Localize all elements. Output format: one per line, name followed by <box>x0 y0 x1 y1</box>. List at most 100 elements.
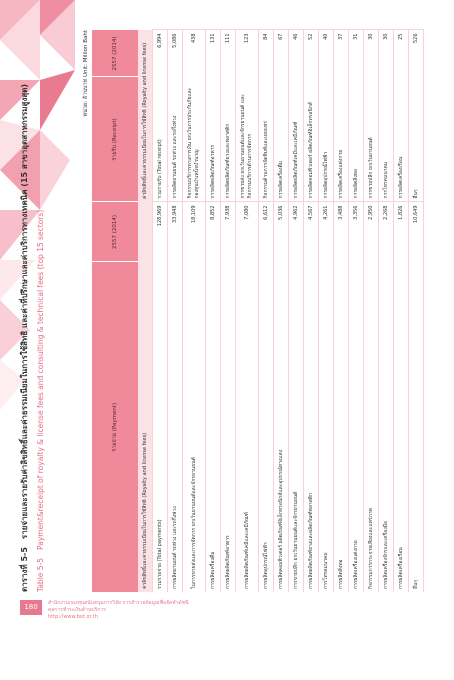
value-cell: 25 <box>393 30 409 77</box>
label-cell: รวมรายรับ (Total receipt) <box>152 77 168 202</box>
value-cell: 6,612 <box>258 202 274 262</box>
table-row: การผลิตเครื่องจักรและเครื่องมือ 2,268 การโ… <box>378 30 394 592</box>
label-cell: การผลิตเครื่องจักรและเครื่องมือ <box>378 262 394 592</box>
value-cell: 4,261 <box>318 202 334 262</box>
table-row: ในการขายส่งและการจัดการ ยกเว้นยานยนต์และ… <box>182 30 206 592</box>
value-cell: 2,268 <box>378 202 394 262</box>
section-label: ค่าลิขสิทธิ์และค่าธรรมเนียมในการใช้สิทธิ… <box>138 202 153 592</box>
value-cell: 6,994 <box>152 30 168 77</box>
table-row: การผลิตผลิตภัณฑ์เคมีและเคมีภัณฑ์ 7,080 การ… <box>235 30 259 592</box>
table-row: การขายปลีก ยกเว้นยานยนต์และจักรยานยนต์ 4,… <box>288 30 304 592</box>
value-cell: 37 <box>333 30 349 77</box>
label-cell: การผลิตยานยนต์ รถพ่วง และรถกึ่งพ่วง <box>167 77 183 202</box>
table-row: การผลิตเครื่องแต่งกาย 3,356 การผลิตสิ่งทอ 3… <box>348 30 364 592</box>
label-cell: กิจกรรมการกระจายเสียงและแพร่ภาพ <box>363 262 379 592</box>
value-cell: 33,948 <box>167 202 183 262</box>
label-cell: การขายปลีก ยกเว้นยานยนต์ <box>363 77 379 202</box>
table-row: การผลิตผลิตภัณฑ์อาหาร 7,938 การผลิตผลิตภัณ… <box>220 30 236 592</box>
column-header: 2557 (2014) <box>92 30 138 77</box>
label-cell: อื่นๆ <box>408 262 424 592</box>
column-header: รายรับ (Receipt) <box>92 77 138 202</box>
value-cell: 7,938 <box>220 202 236 262</box>
table-row: การผลิตเครื่องดื่ม 8,852 การผลิตผลิตภัณฑ์อ… <box>205 30 221 592</box>
label-cell: การผลิตคอมพิวเตอร์ ผลิตภัณฑ์อิเล็กทรอนิก… <box>303 77 319 202</box>
label-cell: อื่นๆ <box>408 77 424 202</box>
table-row: การผลิตผลิตภัณฑ์ยางและผลิตภัณฑ์พลาสติก 4,… <box>303 30 319 592</box>
label-cell: การผลิตเครื่องดื่ม <box>205 262 221 592</box>
table-body: ค่าลิขสิทธิ์และค่าธรรมเนียมในการใช้สิทธิ… <box>138 30 424 592</box>
header-row: รายจ่าย (Payment) 2557 (2014) รายรับ (Rece… <box>92 30 138 592</box>
data-table: รายจ่าย (Payment) 2557 (2014) รายรับ (Rece… <box>92 30 424 592</box>
label-cell: รวมรายจ่าย (Total payments) <box>152 262 168 592</box>
footer-line: ดุลการชำระเงินด้านบริการ <box>48 607 106 613</box>
column-header: 2557 (2014) <box>92 202 138 262</box>
table-number: ตารางที่ 5-5 <box>20 547 29 592</box>
unit: หน่วย: ล้านบาท Unit: Million Baht <box>83 30 89 117</box>
label-cell: การผลิตเครื่องดื่ม <box>273 77 289 202</box>
value-cell: 526 <box>408 30 424 77</box>
rotated-table-page: ตารางที่ 5-5 รายจ่ายและรายรับค่าลิขสิทธิ์… <box>14 30 446 592</box>
value-cell: 30 <box>378 30 394 77</box>
label-cell: การผลิตอุปกรณ์ไฟฟ้า <box>318 77 334 202</box>
value-cell: 67 <box>273 30 289 77</box>
value-cell: 1,826 <box>393 202 409 262</box>
footer: สำนักงานกองทุนสนับสนุนการวิจัย การสำรวจข… <box>48 600 188 621</box>
value-cell: 128,969 <box>152 202 168 262</box>
table-title-en: Table 5-5 Payment&receipt of royalty & li… <box>36 210 45 592</box>
label-cell: การขายส่ง ยกเว้นยานยนต์และจักรยานยนต์ แล… <box>235 77 259 202</box>
value-cell: 52 <box>303 30 319 77</box>
value-cell: 18,109 <box>182 202 206 262</box>
label-cell: การผลิตเครื่องแต่งกาย <box>348 262 364 592</box>
table-row: รวมรายจ่าย (Total payments) 128,969 รวมราย… <box>152 30 168 592</box>
decoration <box>0 0 75 410</box>
table-row: การโทรคมนาคม 4,261 การผลิตอุปกรณ์ไฟฟ้า 40 <box>318 30 334 592</box>
label-cell: การโทรคมนาคม <box>378 77 394 202</box>
value-cell: 123 <box>235 30 259 77</box>
label-cell: การขายปลีก ยกเว้นยานยนต์และจักรยานยนต์ <box>288 262 304 592</box>
value-cell: 4,962 <box>288 202 304 262</box>
value-cell: 46 <box>288 30 304 77</box>
label-cell: การผลิตผลิตภัณฑ์ยางและพลาสติก <box>220 77 236 202</box>
label-cell: กิจกรรมบริการทางการเงิน ยกเว้นการประกันภ… <box>182 77 206 202</box>
value-cell: 7,080 <box>235 202 259 262</box>
table-row: กิจกรรมการกระจายเสียงและแพร่ภาพ 2,950 การข… <box>363 30 379 592</box>
label-cell: การผลิตผลิตภัณฑ์เคมีและเคมีภัณฑ์ <box>288 77 304 202</box>
value-cell: 31 <box>348 30 364 77</box>
label-cell: การผลิตผลิตภัณฑ์อาหาร <box>220 262 236 592</box>
page-number: 180 <box>20 600 42 615</box>
label-cell: การผลิตสิ่งทอ <box>348 77 364 202</box>
table-row: การผลิตยานยนต์ รถพ่วง และรถกึ่งพ่วง 33,94… <box>167 30 183 592</box>
label-cell: การผลิตผลิตภัณฑ์เคมีและเคมีภัณฑ์ <box>235 262 259 592</box>
value-cell: 84 <box>258 30 274 77</box>
label-cell: การผลิตผลิตภัณฑ์อาหาร <box>205 77 221 202</box>
table-row: การผลิตอุปกรณ์ไฟฟ้า 6,612 กิจกรรมด้านการจั… <box>258 30 274 592</box>
footer-link: http://www.bot.or.th <box>48 614 98 620</box>
table-row: การผลิตสิ่งทอ 3,488 การผลิตเครื่องแต่งกาย 3… <box>333 30 349 592</box>
label-cell: การผลิตสิ่งทอ <box>333 262 349 592</box>
value-cell: 5,036 <box>273 202 289 262</box>
column-header: รายจ่าย (Payment) <box>92 262 138 592</box>
value-cell: 131 <box>205 30 221 77</box>
label-cell: ในการขายส่งและการจัดการ ยกเว้นยานยนต์และ… <box>182 262 206 592</box>
value-cell: 438 <box>182 30 206 77</box>
table-row: อื่นๆ 10,649 อื่นๆ 526 <box>408 30 424 592</box>
value-cell: 3,488 <box>333 202 349 262</box>
value-cell: 30 <box>363 30 379 77</box>
title: รายจ่ายและรายรับค่าลิขสิทธิ์และค่าธรรมเน… <box>20 83 29 540</box>
value-cell: 2,950 <box>363 202 379 262</box>
label-cell: การโทรคมนาคม <box>318 262 334 592</box>
label-cell: การผลิตยานยนต์ รถพ่วง และรถกึ่งพ่วง <box>167 262 183 592</box>
value-cell: 4,567 <box>303 202 319 262</box>
value-cell: 3,356 <box>348 202 364 262</box>
value-cell: 8,852 <box>205 202 221 262</box>
label-cell: การผลิตเครื่องเรือน <box>393 262 409 592</box>
table-row: การผลิตเครื่องเรือน 1,826 การผลิตเครื่องเร… <box>393 30 409 592</box>
table-title-th: ตารางที่ 5-5 รายจ่ายและรายรับค่าลิขสิทธิ์… <box>18 84 31 592</box>
label-cell: กิจกรรมด้านการจัดพิมพ์และเผยแพร่ <box>258 77 274 202</box>
label-cell: การผลิตคอมพิวเตอร์ ผลิตภัณฑ์อิเล็กทรอนิก… <box>273 262 289 592</box>
label-cell: การผลิตเครื่องแต่งกาย <box>333 77 349 202</box>
title: Payment&receipt of royalty & license fee… <box>36 209 45 550</box>
value-cell: 40 <box>318 30 334 77</box>
table-row: การผลิตคอมพิวเตอร์ ผลิตภัณฑ์อิเล็กทรอนิก… <box>273 30 289 592</box>
